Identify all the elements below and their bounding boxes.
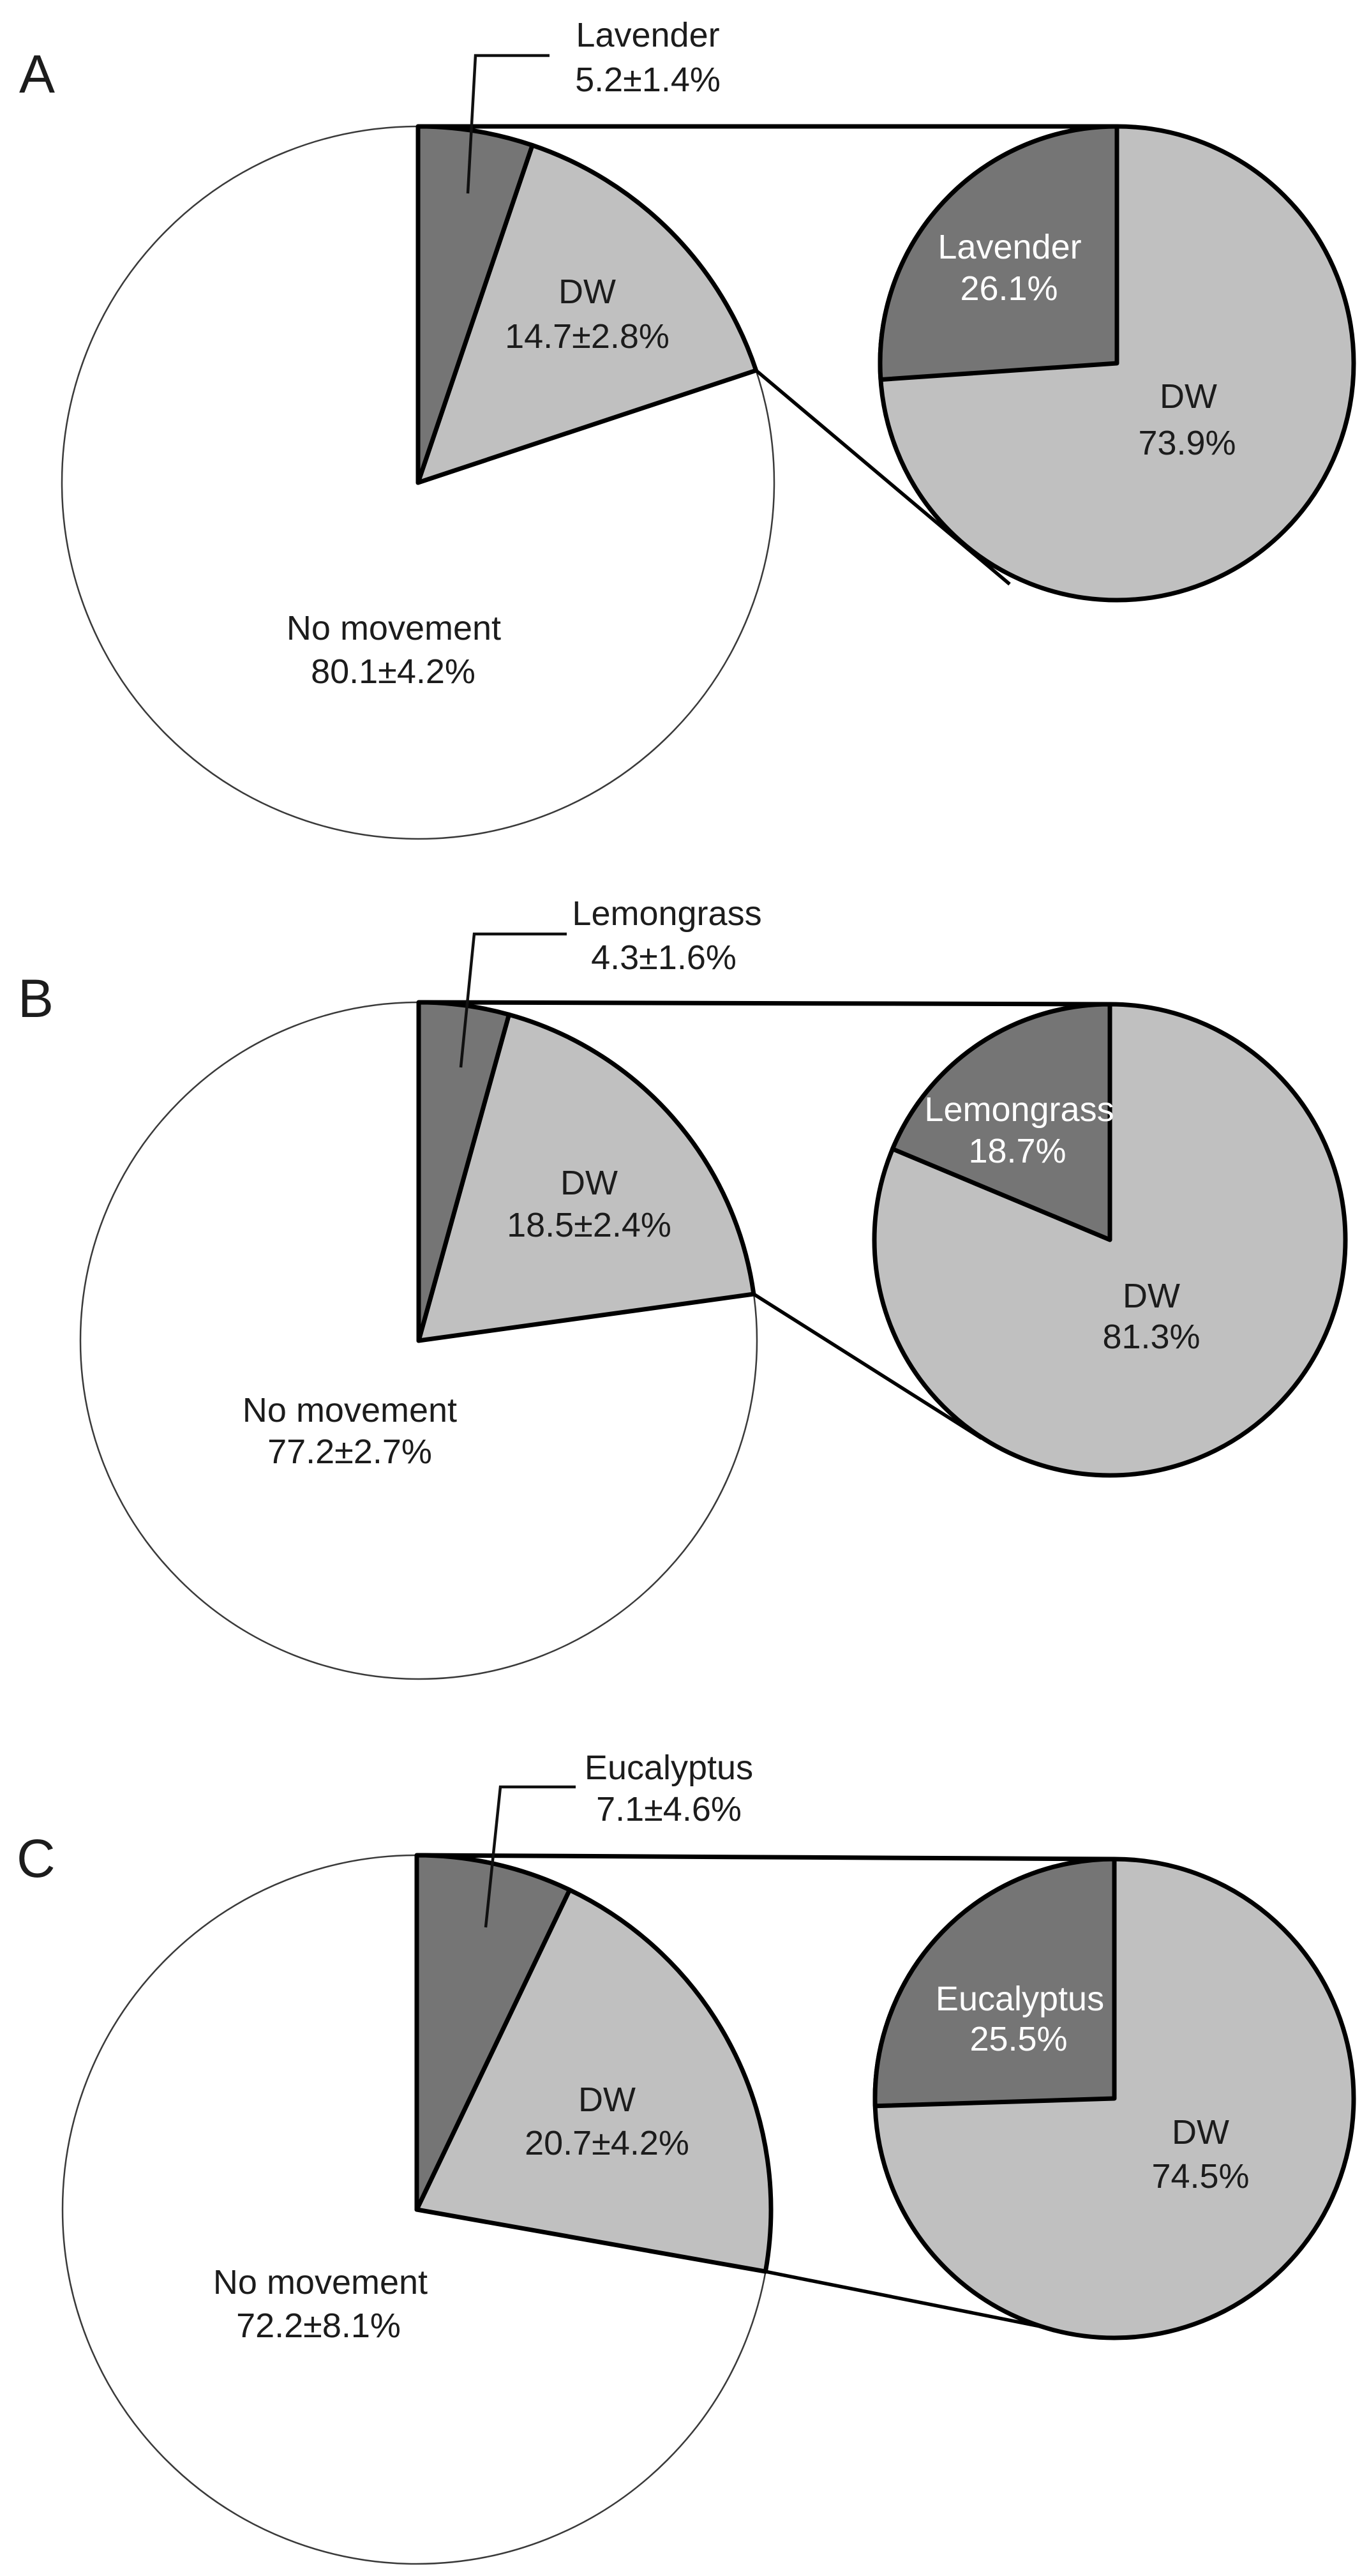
panel-a: A Lavender 5.2±1.4% DW 14.7±2.8% No move… [0,0,1369,859]
inset-scent-label: Lemongrass [924,1090,1114,1129]
no-movement-label: No movement [213,2263,428,2301]
dw-slice [414,1887,774,2274]
dw-slice [415,143,759,485]
callout-value: 5.2±1.4% [575,61,721,99]
inset-dw-value: 74.5% [1151,2157,1249,2196]
callout-leader-line [466,54,550,194]
dw-slice [416,1012,756,1343]
callout-label: Eucalyptus [585,1749,753,1787]
panel-b-chart: B Lemongrass 4.3±1.6% DW 18.5±2.4% No mo… [18,894,1348,1680]
diagonal-connector-line [752,1292,983,1440]
panel-c: C Eucalyptus 7.1±4.6% DW 20.7±4.2% No mo… [0,1717,1369,2576]
inset-scent-slice [890,1002,1112,1242]
inset-scent-slice [872,1857,1117,2109]
scent-slice [415,124,535,485]
no-movement-value: 77.2±2.7% [267,1433,432,1471]
top-connector-line [416,1853,1115,1862]
inset-scent-label: Lavender [938,228,1081,266]
dw-slice-value: 18.5±2.4% [507,1206,671,1244]
dw-slice-label: DW [558,273,616,311]
inset-scent-value: 18.7% [968,1132,1066,1170]
callout-value: 4.3±1.6% [591,938,737,977]
no-movement-value: 72.2±8.1% [236,2307,401,2345]
no-movement-value: 80.1±4.2% [311,652,475,691]
panel-a-chart: A Lavender 5.2±1.4% DW 14.7±2.8% No move… [19,16,1356,840]
dw-slice-label: DW [560,1164,618,1202]
panel-b: B Lemongrass 4.3±1.6% DW 18.5±2.4% No mo… [0,859,1369,1717]
dw-slice-value: 14.7±2.8% [505,317,670,356]
dw-slice-value: 20.7±4.2% [525,2124,689,2162]
dw-slice-label: DW [578,2081,636,2119]
no-movement-label: No movement [243,1391,457,1429]
panel-letter: B [18,968,54,1028]
top-connector-line [418,1000,1111,1007]
panel-letter: C [17,1828,56,1888]
inset-dw-value: 81.3% [1102,1318,1200,1356]
callout-leader-line [484,1785,576,1928]
inset-scent-value: 26.1% [960,269,1058,308]
callout-leader-line [459,932,567,1068]
scent-slice [416,1000,511,1343]
inset-dw-label: DW [1172,2113,1229,2151]
callout-value: 7.1±4.6% [596,1790,742,1828]
callout-label: Lavender [576,16,719,54]
scent-slice [414,1853,572,2212]
inset-dw-label: DW [1160,377,1217,416]
inset-scent-label: Eucalyptus [936,1980,1104,2018]
callout-label: Lemongrass [572,894,761,933]
inset-scent-value: 25.5% [969,2020,1067,2058]
inset-scent-slice [878,124,1119,382]
inset-dw-value: 73.9% [1138,424,1236,462]
inset-dw-label: DW [1123,1277,1180,1315]
panel-c-chart: C Eucalyptus 7.1±4.6% DW 20.7±4.2% No mo… [17,1749,1356,2565]
no-movement-label: No movement [287,609,501,647]
panel-letter: A [19,44,55,104]
